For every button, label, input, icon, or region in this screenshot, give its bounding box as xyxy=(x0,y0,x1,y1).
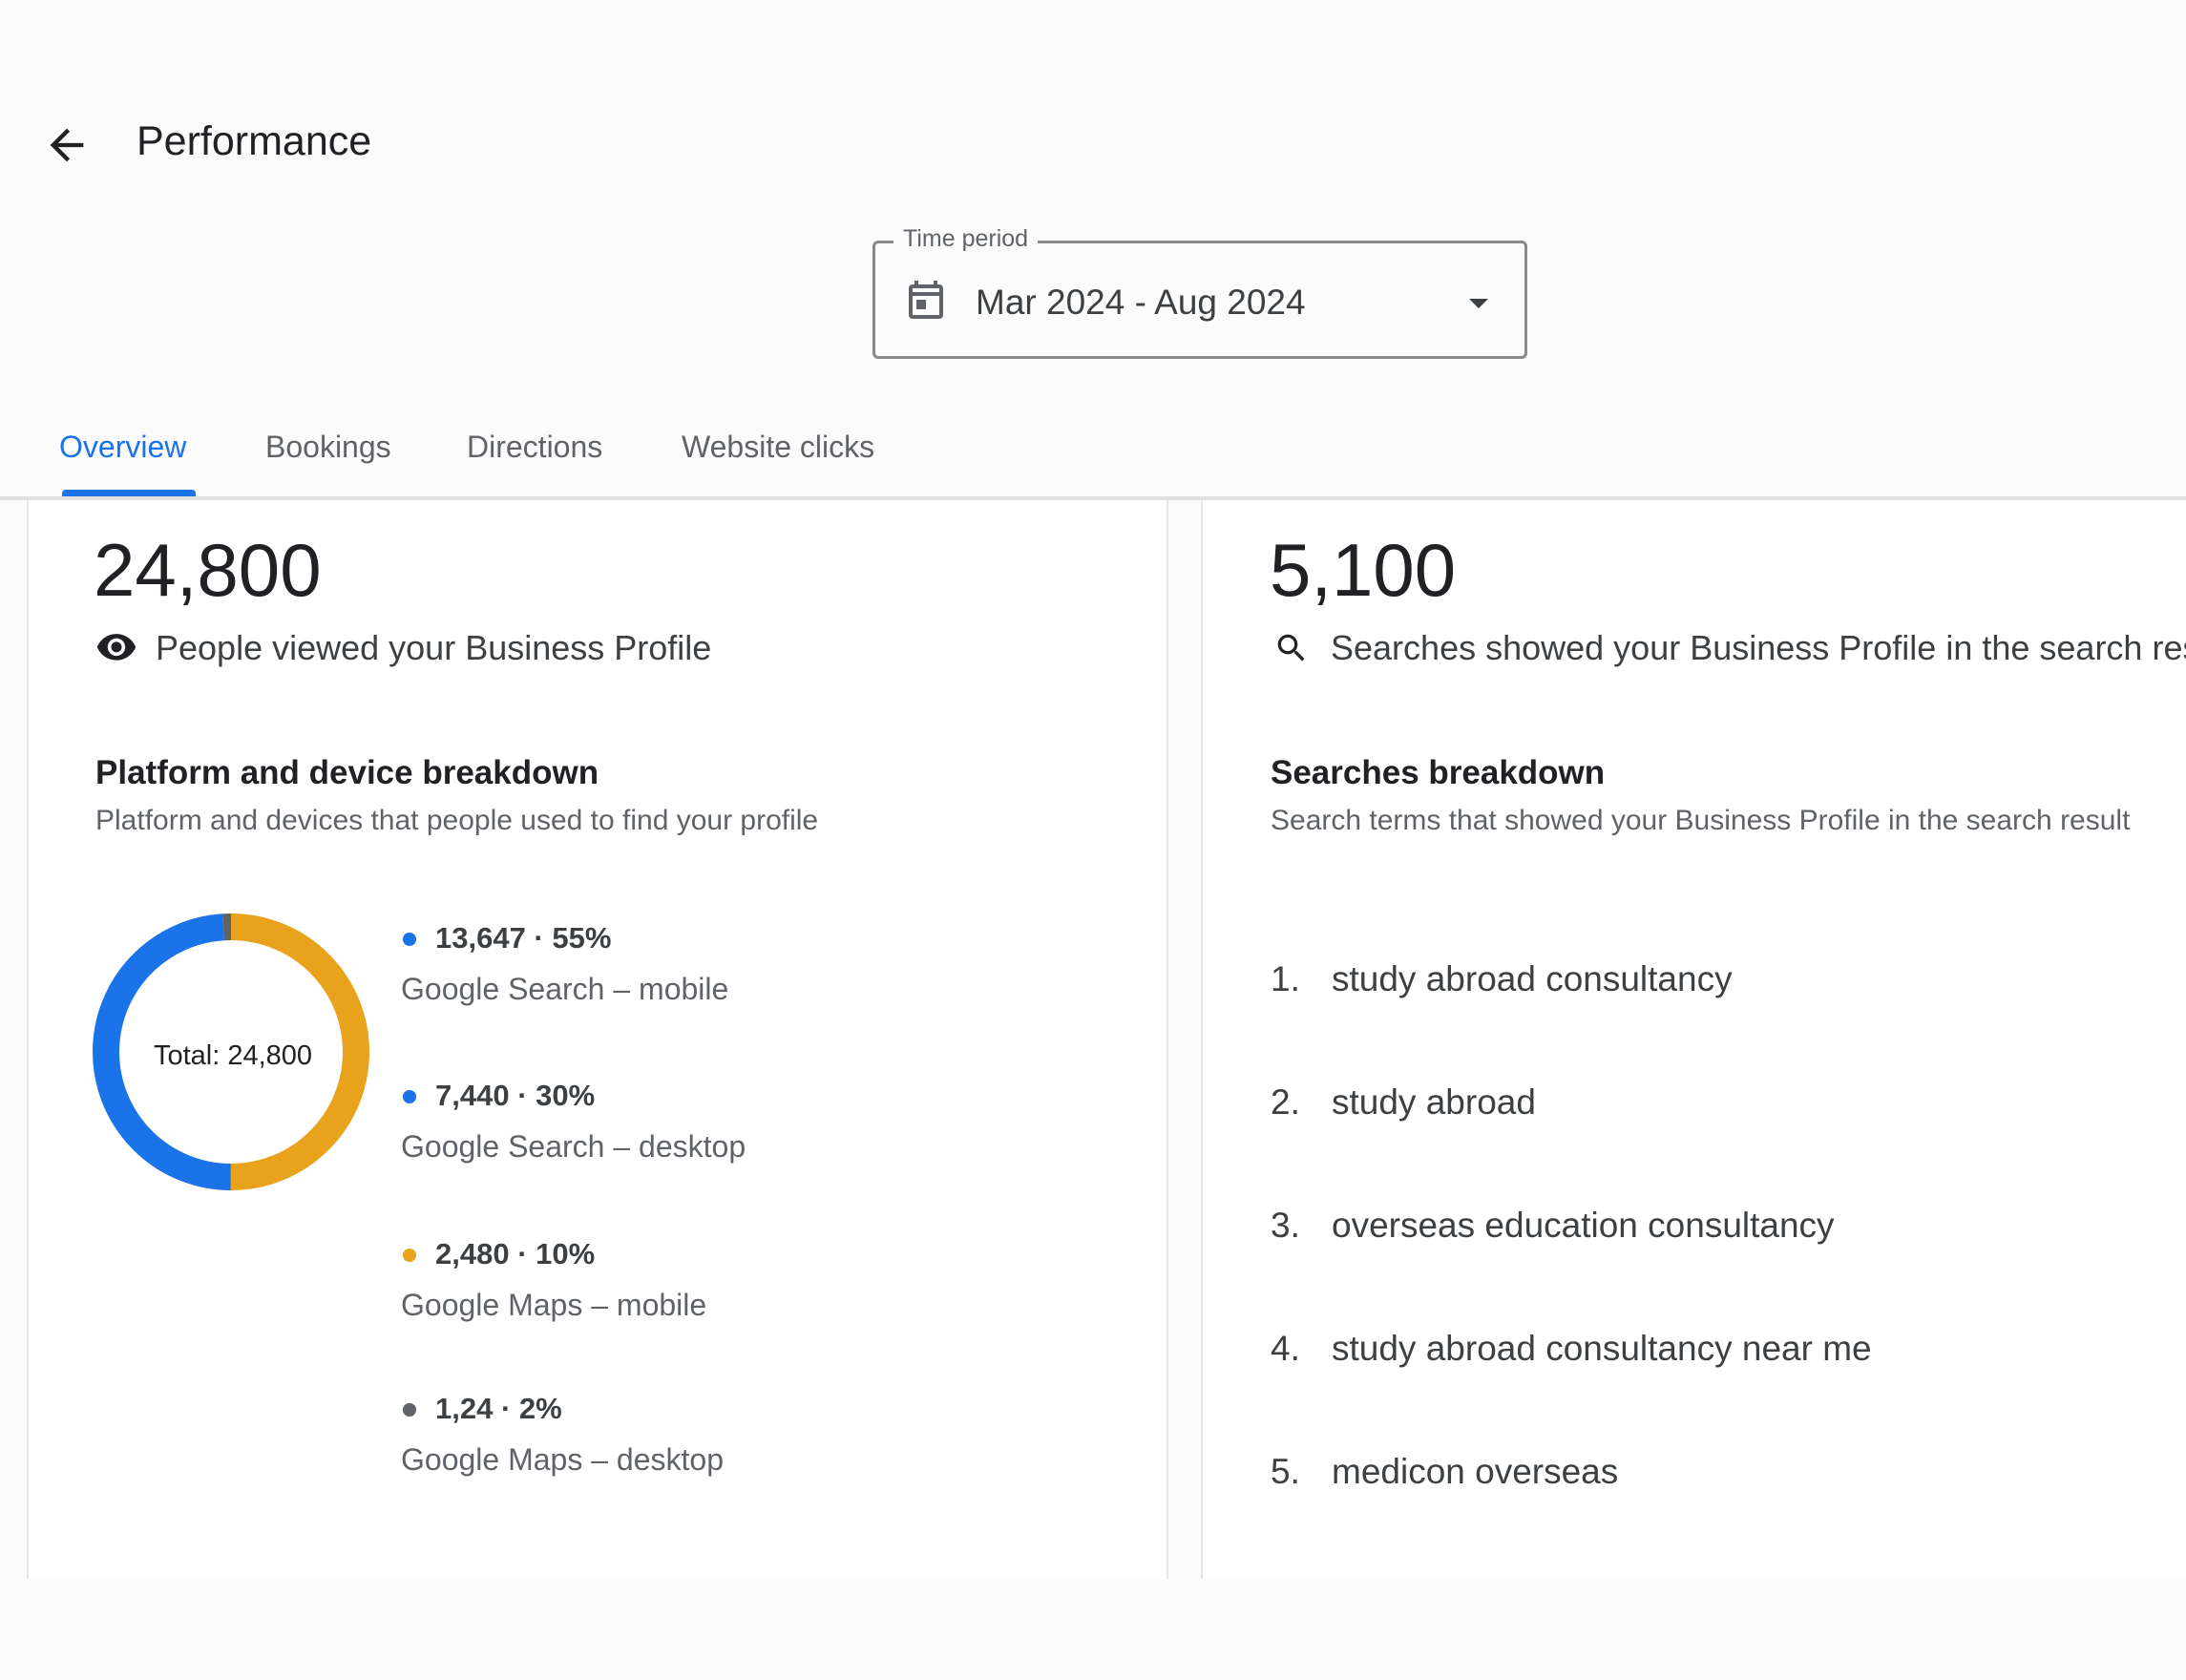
legend-name-maps-mobile: Google Maps – mobile xyxy=(401,1288,707,1322)
legend-name-search-mobile: Google Search – mobile xyxy=(401,972,729,1006)
search-icon xyxy=(1273,630,1310,671)
donut-segment-2 xyxy=(93,914,369,1190)
eye-icon xyxy=(95,630,137,667)
tabs-divider xyxy=(0,496,2186,500)
legend-dot-maps-desktop xyxy=(403,1403,416,1417)
time-period-select[interactable] xyxy=(872,241,1527,359)
searches-breakdown-subtitle: Search terms that showed your Business P… xyxy=(1271,805,2131,836)
searches-breakdown-title: Searches breakdown xyxy=(1271,754,1606,791)
platform-breakdown-subtitle: Platform and devices that people used to… xyxy=(95,805,819,836)
dropdown-caret-icon[interactable] xyxy=(1466,297,1491,315)
search-term: study abroad consultancy near me xyxy=(1332,1329,1872,1368)
arrow-back-icon xyxy=(50,128,84,162)
legend-dot-search-mobile xyxy=(403,933,416,946)
views-count: 24,800 xyxy=(94,528,322,612)
legend-value-maps-mobile: 2,480 · 10% xyxy=(435,1237,596,1270)
calendar-icon xyxy=(903,277,949,327)
searches-count: 5,100 xyxy=(1270,528,1457,612)
legend-dot-maps-mobile xyxy=(403,1249,416,1262)
searches-card xyxy=(1201,500,2186,1579)
tab-directions[interactable]: Directions xyxy=(467,430,603,464)
donut-segment-1 xyxy=(93,914,369,1190)
legend-value-search-mobile: 13,647 · 55% xyxy=(435,921,612,955)
legend-dot-search-desktop xyxy=(403,1090,416,1103)
time-period-label: Time period xyxy=(893,225,1039,253)
search-term: overseas education consultancy xyxy=(1332,1206,1835,1245)
search-term-rank: 5. xyxy=(1271,1452,1300,1491)
legend-name-search-desktop: Google Search – desktop xyxy=(401,1129,746,1164)
tab-website-clicks[interactable]: Website clicks xyxy=(682,430,875,464)
search-term: study abroad consultancy xyxy=(1332,959,1733,998)
search-term-rank: 4. xyxy=(1271,1329,1300,1368)
legend-value-maps-desktop: 1,24 · 2% xyxy=(435,1392,562,1425)
platform-breakdown-title: Platform and device breakdown xyxy=(95,754,599,791)
views-card xyxy=(27,500,1168,1579)
active-tab-indicator xyxy=(62,490,196,496)
search-term-rank: 3. xyxy=(1271,1206,1300,1245)
back-button[interactable] xyxy=(29,107,105,183)
legend-value-search-desktop: 7,440 · 30% xyxy=(435,1079,596,1112)
tab-bookings[interactable]: Bookings xyxy=(265,430,391,464)
tab-overview[interactable]: Overview xyxy=(59,430,187,464)
page-title: Performance xyxy=(137,118,372,164)
donut-total-label: Total: 24,800 xyxy=(153,1040,313,1071)
search-term-rank: 1. xyxy=(1271,959,1300,998)
search-term: study abroad xyxy=(1332,1082,1536,1122)
search-term: medicon overseas xyxy=(1332,1452,1619,1491)
legend-name-maps-desktop: Google Maps – desktop xyxy=(401,1442,724,1477)
views-label: People viewed your Business Profile xyxy=(156,628,712,667)
platform-donut-chart xyxy=(93,914,369,1190)
time-period-value: Mar 2024 - Aug 2024 xyxy=(976,283,1306,322)
searches-label: Searches showed your Business Profile in… xyxy=(1331,628,2186,667)
search-term-rank: 2. xyxy=(1271,1082,1300,1122)
